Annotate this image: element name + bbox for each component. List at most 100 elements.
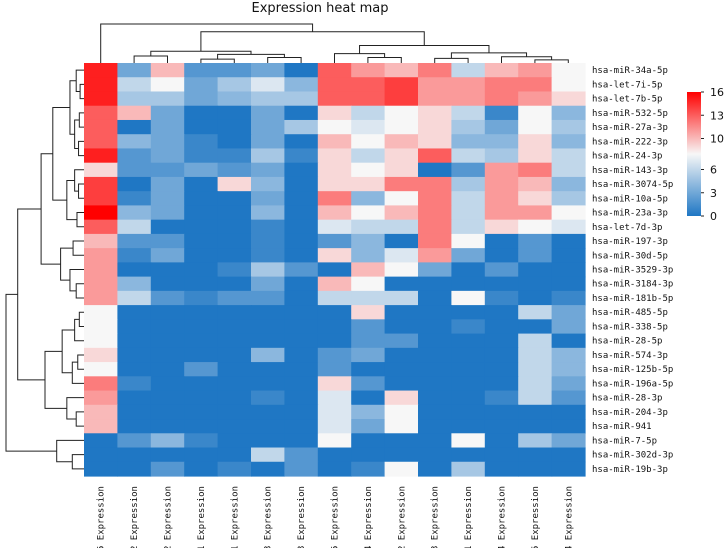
heatmap-cell [451,419,486,434]
heatmap-cell [418,219,452,235]
heatmap-cell [484,162,519,178]
heatmap-cell [551,91,586,107]
heatmap-cell [418,77,452,93]
heatmap-cell [150,91,185,107]
heatmap-cell [251,134,285,150]
heatmap-cell [217,447,252,463]
heatmap-cell [317,390,352,406]
heatmap-cell [518,362,553,377]
heatmap-cell [284,347,319,363]
heatmap-cell [84,319,118,335]
heatmap-cell [117,390,152,406]
heatmap-cell [451,461,486,477]
heatmap-cell [84,333,118,349]
heatmap-cell [117,305,152,320]
heatmap-cell [351,347,386,363]
heatmap-cell [184,276,219,292]
heatmap-cell [418,362,452,377]
heatmap-cell [518,91,553,107]
heatmap-cell [418,305,452,320]
heatmap-cell [518,77,553,93]
heatmap-cell [317,105,352,121]
colorbar-tick-label: 6 [710,164,717,177]
row-label: hsa-miR-941 [592,422,652,432]
heatmap-cells [84,63,586,477]
heatmap-cell [384,262,419,278]
heatmap-cell [184,419,219,434]
heatmap-cell [284,447,319,463]
heatmap-cell [418,347,452,363]
heatmap-cell [150,419,185,434]
heatmap-cell [251,433,285,449]
heatmap-cell [451,205,486,221]
heatmap-cell [384,447,419,463]
heatmap-cell [351,333,386,349]
heatmap-cell [551,233,586,249]
heatmap-cell [251,362,285,377]
heatmap-cell [150,119,185,135]
heatmap-cell [418,333,452,349]
heatmap-cell [384,290,419,306]
heatmap-cell [184,305,219,320]
heatmap-cell [251,419,285,434]
heatmap-cell [451,319,486,335]
heatmap-cell [518,461,553,477]
heatmap-cell [217,433,252,449]
column-dendrogram-branch [200,58,235,63]
heatmap-cell [117,162,152,178]
column-label: B2 Expression [130,486,140,548]
heatmap-cell [351,91,386,107]
heatmap-cell [451,347,486,363]
heatmap-cell [251,447,285,463]
row-label: hsa-miR-197-3p [592,237,668,247]
heatmap-cell [117,433,152,449]
heatmap-cell [518,262,553,278]
row-label: hsa-miR-3529-3p [592,266,673,276]
heatmap-cell [518,219,553,235]
heatmap-cell [317,276,352,292]
heatmap-cell [84,461,118,477]
heatmap-cell [384,362,419,377]
heatmap-cell [484,362,519,377]
heatmap-cell [418,248,452,263]
column-dendrogram-branch [200,31,425,52]
column-dendrogram-branch [334,53,386,63]
row-label: hsa-miR-19b-3p [592,465,668,475]
heatmap-cell [251,290,285,306]
heatmap-cell [150,447,185,463]
heatmap-cell [451,91,486,107]
row-dendrogram-branch [66,179,77,221]
heatmap-cell [551,419,586,434]
heatmap-cell [251,305,285,320]
heatmap-cell [484,419,519,434]
row-label: hsa-miR-30d-5p [592,251,668,261]
column-label: B1 Expression [230,486,240,548]
heatmap-cell [217,191,252,207]
colorbar-tick-label: 3 [710,187,717,200]
heatmap-cell [217,219,252,235]
heatmap-cell [217,419,252,434]
heatmap-cell [484,148,519,164]
colorbar: 0 3 6 10 13 16 [687,86,724,223]
heatmap-cell [117,319,152,335]
heatmap-cell [418,205,452,221]
heatmap-cell [451,290,486,306]
row-label: hsa-miR-28-3p [592,394,662,404]
heatmap-cell [518,433,553,449]
row-label: hsa-miR-3184-3p [592,280,673,290]
heatmap-cell [317,262,352,278]
row-label: hsa-miR-532-5p [592,109,668,119]
column-label: C5 Expression [331,486,341,548]
heatmap-cell [284,305,319,320]
heatmap-cell [150,376,185,392]
column-label: B4 Expression [364,486,374,548]
heatmap-cell [284,91,319,107]
heatmap-cell [484,176,519,192]
row-label: hsa-miR-23a-3p [592,209,668,219]
heatmap-cell [117,276,152,292]
row-label: hsa-let-7d-3p [592,223,662,233]
heatmap-cell [351,219,386,235]
column-label: C3 Expression [297,486,307,548]
heatmap-cell [317,347,352,363]
heatmap-cell [518,290,553,306]
